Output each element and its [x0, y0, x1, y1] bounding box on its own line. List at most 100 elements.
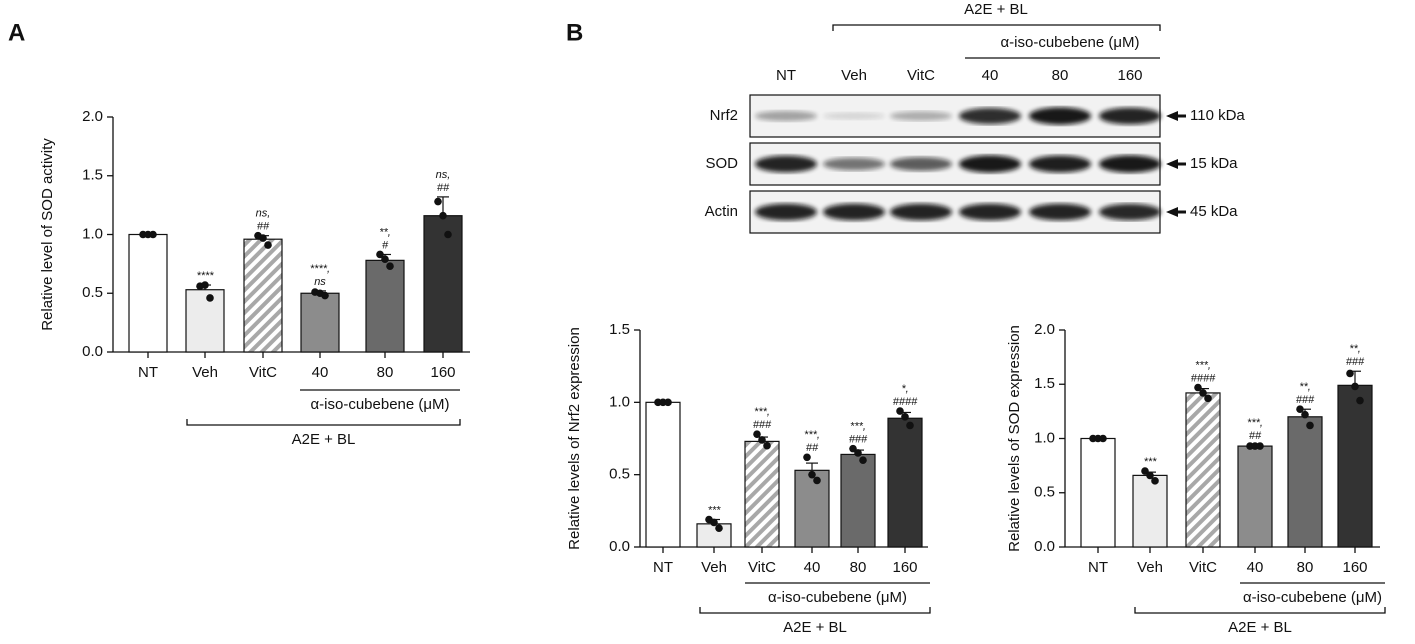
- significance-label: ***,: [850, 421, 866, 433]
- blot-band: [823, 112, 885, 120]
- y-tick-label: 0.0: [609, 538, 630, 555]
- data-point: [753, 430, 761, 438]
- blot-band: [1029, 203, 1091, 221]
- blot-band: [1029, 155, 1091, 173]
- significance-label: ns: [314, 276, 326, 288]
- y-tick-label: 1.5: [1034, 375, 1055, 392]
- data-point: [664, 398, 672, 407]
- significance-label: ****,: [310, 263, 330, 275]
- bar: [1080, 437, 1116, 548]
- y-axis-label: Relative level of SOD activity: [39, 138, 56, 331]
- lane-label: 80: [1052, 67, 1069, 84]
- data-point: [1256, 442, 1264, 450]
- data-point: [259, 234, 267, 242]
- group-bracket: [186, 419, 461, 426]
- data-point: [1356, 396, 1364, 405]
- x-tick-label: VitC: [249, 364, 277, 381]
- data-point: [896, 407, 904, 415]
- panel-label: B: [566, 19, 583, 46]
- significance-label: ###: [1346, 356, 1365, 368]
- data-point: [1194, 383, 1202, 392]
- significance-label: ####: [1191, 372, 1216, 384]
- significance-label: #: [382, 239, 389, 251]
- group-bracket: [699, 607, 931, 614]
- data-point: [906, 421, 914, 430]
- significance-label: ##: [437, 182, 450, 194]
- blot-box: [749, 142, 1161, 186]
- y-tick-label: 2.0: [82, 108, 103, 125]
- significance-label: ***,: [1247, 417, 1263, 429]
- y-tick-label: 0.5: [1034, 484, 1055, 501]
- data-point: [710, 518, 718, 527]
- blot-band: [823, 203, 885, 221]
- blot-group-label: A2E + BL: [964, 1, 1028, 18]
- data-point: [386, 262, 394, 271]
- x-tick-label: VitC: [748, 559, 776, 576]
- blot-band: [890, 203, 952, 221]
- data-point: [434, 197, 442, 206]
- bar: [243, 238, 283, 353]
- blot-band: [1099, 107, 1161, 125]
- blot-band: [959, 155, 1021, 173]
- y-tick-label: 1.0: [82, 225, 103, 242]
- y-tick-label: 2.0: [1034, 321, 1055, 338]
- data-point: [376, 250, 384, 259]
- data-point: [763, 441, 771, 450]
- bar: [1132, 474, 1168, 548]
- x-tick-label: 80: [377, 364, 394, 381]
- data-point: [1204, 394, 1212, 403]
- x-tick-label: 160: [430, 364, 455, 381]
- y-axis-label: Relative levels of Nrf2 expression: [566, 327, 583, 550]
- lane-label: 160: [1117, 67, 1142, 84]
- data-point: [1306, 421, 1314, 430]
- bar: [300, 292, 340, 353]
- significance-label: ***: [708, 504, 722, 516]
- x-tick-label: 80: [1297, 559, 1314, 576]
- data-point: [264, 241, 272, 249]
- blot-row-label: Nrf2: [710, 107, 738, 124]
- lane-label: Veh: [841, 67, 867, 84]
- blot-band: [1029, 107, 1091, 125]
- group-label: A2E + BL: [783, 619, 847, 636]
- x-tick-label: Veh: [192, 364, 218, 381]
- blot-band: [755, 155, 817, 173]
- significance-label: ***,: [804, 429, 820, 441]
- x-tick-label: NT: [138, 364, 158, 381]
- blot-box: [749, 190, 1161, 234]
- bar: [794, 469, 830, 548]
- data-point: [715, 524, 723, 532]
- bar: [645, 401, 681, 548]
- group-label: A2E + BL: [1228, 619, 1292, 636]
- blot-size-label: 110 kDa: [1190, 107, 1245, 124]
- data-point: [758, 436, 766, 444]
- x-tick-label: VitC: [1189, 559, 1217, 576]
- y-tick-label: 0.5: [82, 284, 103, 301]
- bar: [744, 440, 780, 548]
- significance-label: ***,: [754, 406, 770, 418]
- x-tick-label: Veh: [1137, 559, 1163, 576]
- bar: [128, 233, 168, 353]
- bar: [887, 417, 923, 548]
- y-axis-label: Relative levels of SOD expression: [1006, 325, 1023, 552]
- y-tick-label: 0.0: [1034, 538, 1055, 555]
- group-label: A2E + BL: [292, 431, 356, 448]
- significance-label: ns,: [256, 208, 271, 220]
- x-tick-label: NT: [653, 559, 673, 576]
- significance-label: **,: [1349, 343, 1361, 355]
- bar: [696, 523, 732, 548]
- data-point: [813, 476, 821, 485]
- data-point: [1301, 410, 1309, 419]
- x-tick-label: 40: [804, 559, 821, 576]
- significance-label: ***,: [1195, 359, 1211, 371]
- blot-row-label: Actin: [705, 203, 738, 220]
- significance-label: ###: [849, 434, 868, 446]
- data-point: [1146, 471, 1154, 480]
- lane-label: NT: [776, 67, 796, 84]
- x-tick-label: 160: [892, 559, 917, 576]
- data-point: [1099, 434, 1107, 443]
- data-point: [444, 230, 452, 239]
- blot-band: [1099, 155, 1161, 173]
- y-tick-label: 1.0: [1034, 429, 1055, 446]
- data-point: [1151, 477, 1159, 485]
